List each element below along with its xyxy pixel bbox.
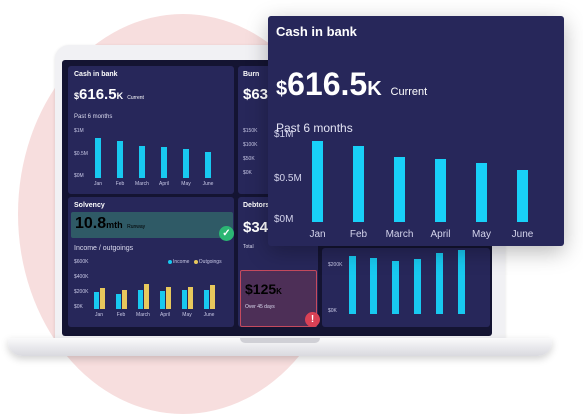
right-card-bar [436,253,443,314]
x-tick-label: Jan [93,181,103,187]
debtors-total-label: Total [243,244,254,250]
burn-card-ytick: $150K [243,128,258,134]
overlay-ytick: $0M [274,214,294,225]
x-tick-label: April [158,181,170,187]
right-card-bar [349,256,356,314]
legend-income: Income [173,259,190,265]
income-outgoings-title: Income / outgoings [74,245,134,252]
bar-feb [117,140,123,178]
cash-card[interactable]: Cash in bank $616.5K Current Past 6 mont… [68,66,234,194]
burn-card-amount: $63 [243,86,269,103]
debtors-card-title: Debtors [243,202,270,209]
cash-card-ytick: $0.5M [74,151,88,157]
x-tick-label: Feb [116,312,126,318]
burn-card-ytick: $50K [243,156,255,162]
check-icon: ✓ [219,226,234,241]
overlay-title: Cash in bank [276,24,357,39]
chart-legend: Income Outgoings [168,259,222,265]
x-tick-label: June [203,312,215,318]
bar-june [517,169,528,222]
burn-card-title: Burn [243,71,260,78]
overlay-ytick: $1M [274,129,294,140]
cash-card-period: Past 6 months [74,114,113,120]
right-card-ytick: $0K [328,308,337,314]
overdue-amount: $125K [245,281,282,297]
bar-april [161,146,167,178]
right-card[interactable]: $200K $0K [322,248,490,327]
bar-feb [353,145,364,222]
income-bar-march [138,289,143,309]
right-card-bar [392,261,399,314]
income-ytick: $600K [74,259,89,265]
income-bar-feb [116,294,121,309]
bar-march [394,156,405,222]
burn-card-ytick: $100K [243,142,258,148]
x-tick-label: May [181,181,191,187]
legend-outgoings-swatch [193,259,198,264]
legend-income-swatch [168,259,172,264]
laptop-base [8,338,552,356]
x-tick-label: March [136,312,150,318]
bar-may [183,149,189,178]
right-card-bar [370,258,377,314]
cash-card-title: Cash in bank [74,71,118,78]
outgoings-bar-feb [122,290,127,309]
x-tick-label: May [472,229,491,240]
x-tick-label: Feb [349,229,368,240]
right-card-ytick: $200K [328,262,343,268]
x-tick-label: March [385,229,414,240]
bar-jan [312,141,323,222]
x-tick-label: June [202,181,214,187]
outgoings-bar-march [144,284,149,309]
bar-june [205,152,211,178]
bar-march [139,146,145,178]
cash-card-amount: $616.5K Current [74,86,144,103]
overlay-period: Past 6 months [276,121,353,135]
bar-april [435,158,446,222]
right-card-bar [414,259,421,314]
overlay-amount: $616.5K Current [276,66,428,102]
right-card-bar [458,250,465,314]
overdue-alert[interactable]: $125K Over 45 days [240,270,317,327]
bar-jan [95,138,101,178]
laptop-notch [240,338,320,343]
warning-icon: ! [305,312,320,327]
income-bar-may [182,290,187,309]
outgoings-bar-jan [100,288,105,309]
runway-value: 10.8mth Runway [75,215,146,232]
income-ytick: $200K [74,289,89,295]
x-tick-label: Jan [94,312,104,318]
income-ytick: $0K [74,304,83,310]
solvency-card-title: Solvency [74,202,105,209]
income-bar-jan [94,291,99,309]
income-ytick: $400K [74,274,89,280]
x-tick-label: April [159,312,171,318]
outgoings-bar-april [166,287,171,309]
legend-outgoings: Outgoings [198,259,222,265]
x-tick-label: May [182,312,192,318]
overdue-label: Over 45 days [245,304,275,310]
cash-card-ytick: $1M [74,128,84,134]
x-tick-label: Jan [309,229,326,240]
runway-box: 10.8mth Runway [71,212,233,238]
income-bar-april [160,291,165,309]
x-tick-label: March [135,181,149,187]
bar-may [476,163,487,222]
outgoings-bar-may [188,287,193,309]
x-tick-label: April [430,229,451,240]
income-bar-june [204,290,209,309]
x-tick-label: June [511,229,534,240]
x-tick-label: Feb [115,181,125,187]
burn-card-ytick: $0K [243,170,252,176]
debtors-card-amount: $34 [243,219,269,236]
overlay-ytick: $0.5M [274,173,302,184]
cash-card-overlay[interactable]: Cash in bank $616.5K Current Past 6 mont… [268,16,564,246]
outgoings-bar-june [210,285,215,309]
cash-card-ytick: $0M [74,173,84,179]
